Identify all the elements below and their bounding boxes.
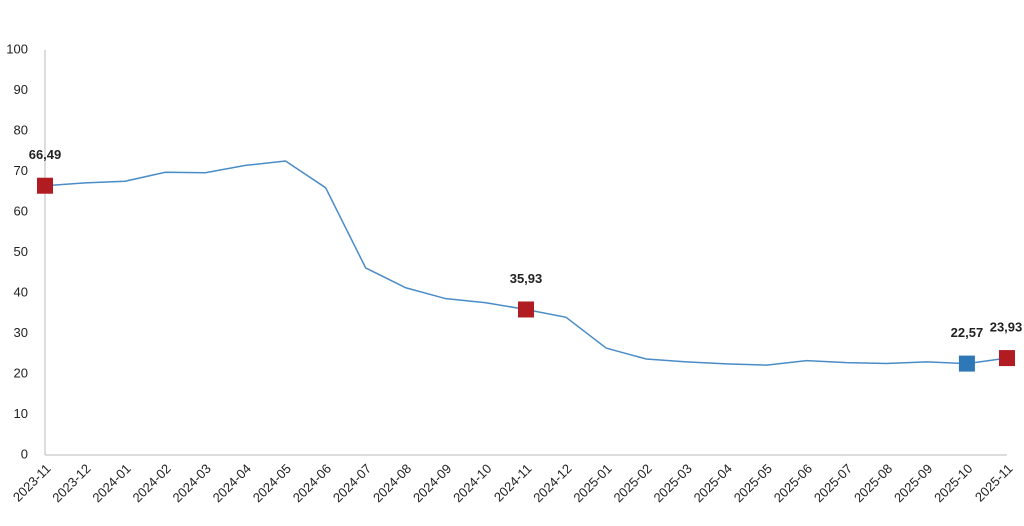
y-tick-label: 10 — [14, 406, 28, 421]
y-tick-label: 50 — [14, 244, 28, 259]
x-tick-label: 2025-10 — [931, 461, 975, 505]
value-label: 23,93 — [990, 320, 1023, 335]
marker — [518, 301, 534, 318]
x-tick-label: 2024-12 — [530, 461, 574, 505]
x-tick-label: 2024-06 — [290, 461, 334, 505]
x-tick-label: 2025-07 — [811, 461, 855, 505]
x-tick-label: 2024-09 — [410, 461, 454, 505]
marker — [958, 355, 975, 372]
x-tick-label: 2025-03 — [651, 461, 695, 505]
y-tick-label: 60 — [14, 203, 28, 218]
x-tick-label: 2023-11 — [10, 461, 54, 505]
y-tick-label: 20 — [14, 365, 28, 380]
x-tick-label: 2025-02 — [610, 461, 654, 505]
y-tick-label: 0 — [21, 446, 28, 461]
marker — [999, 350, 1015, 367]
x-tick-label: 2024-04 — [210, 461, 254, 505]
y-tick-label: 80 — [14, 122, 28, 137]
value-label: 22,57 — [951, 325, 984, 340]
x-tick-label: 2025-08 — [851, 461, 895, 505]
x-tick-label: 2024-01 — [89, 461, 133, 505]
y-tick-label: 40 — [14, 284, 28, 299]
x-tick-label: 2025-09 — [891, 461, 935, 505]
y-tick-label: 30 — [14, 325, 28, 340]
x-tick-label: 2024-10 — [450, 461, 494, 505]
x-tick-label: 2025-04 — [691, 461, 735, 505]
x-tick-label: 2024-08 — [370, 461, 414, 505]
x-tick-label: 2024-05 — [250, 461, 294, 505]
x-tick-label: 2023-12 — [49, 461, 93, 505]
line — [44, 160, 1008, 366]
y-tick-label: 90 — [14, 82, 28, 97]
x-tick-label: 2025-11 — [972, 461, 1016, 505]
x-tick-label: 2024-03 — [170, 461, 214, 505]
value-label: 35,93 — [510, 271, 543, 286]
x-tick-label: 2025-05 — [731, 461, 775, 505]
x-tick-label: 2024-11 — [491, 461, 535, 505]
x-tick-label: 2025-06 — [771, 461, 815, 505]
y-tick-label: 70 — [14, 163, 28, 178]
x-tick-label: 2024-07 — [330, 461, 374, 505]
x-tick-label: 2025-01 — [570, 461, 614, 505]
value-label: 66,49 — [29, 147, 62, 162]
marker — [37, 177, 53, 194]
x-tick-label: 2024-02 — [129, 461, 173, 505]
y-tick-label: 100 — [6, 41, 28, 56]
